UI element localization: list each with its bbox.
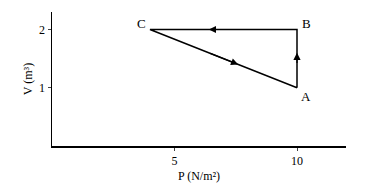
svg-text:P (N/m²): P (N/m²)	[178, 169, 220, 183]
svg-text:5: 5	[172, 154, 178, 168]
svg-text:1: 1	[39, 81, 45, 95]
svg-text:B: B	[302, 16, 311, 31]
svg-text:V (m³): V (m³)	[21, 63, 35, 95]
svg-text:2: 2	[39, 23, 45, 37]
svg-text:C: C	[137, 16, 146, 31]
svg-text:A: A	[301, 89, 311, 104]
svg-text:10: 10	[291, 154, 303, 168]
